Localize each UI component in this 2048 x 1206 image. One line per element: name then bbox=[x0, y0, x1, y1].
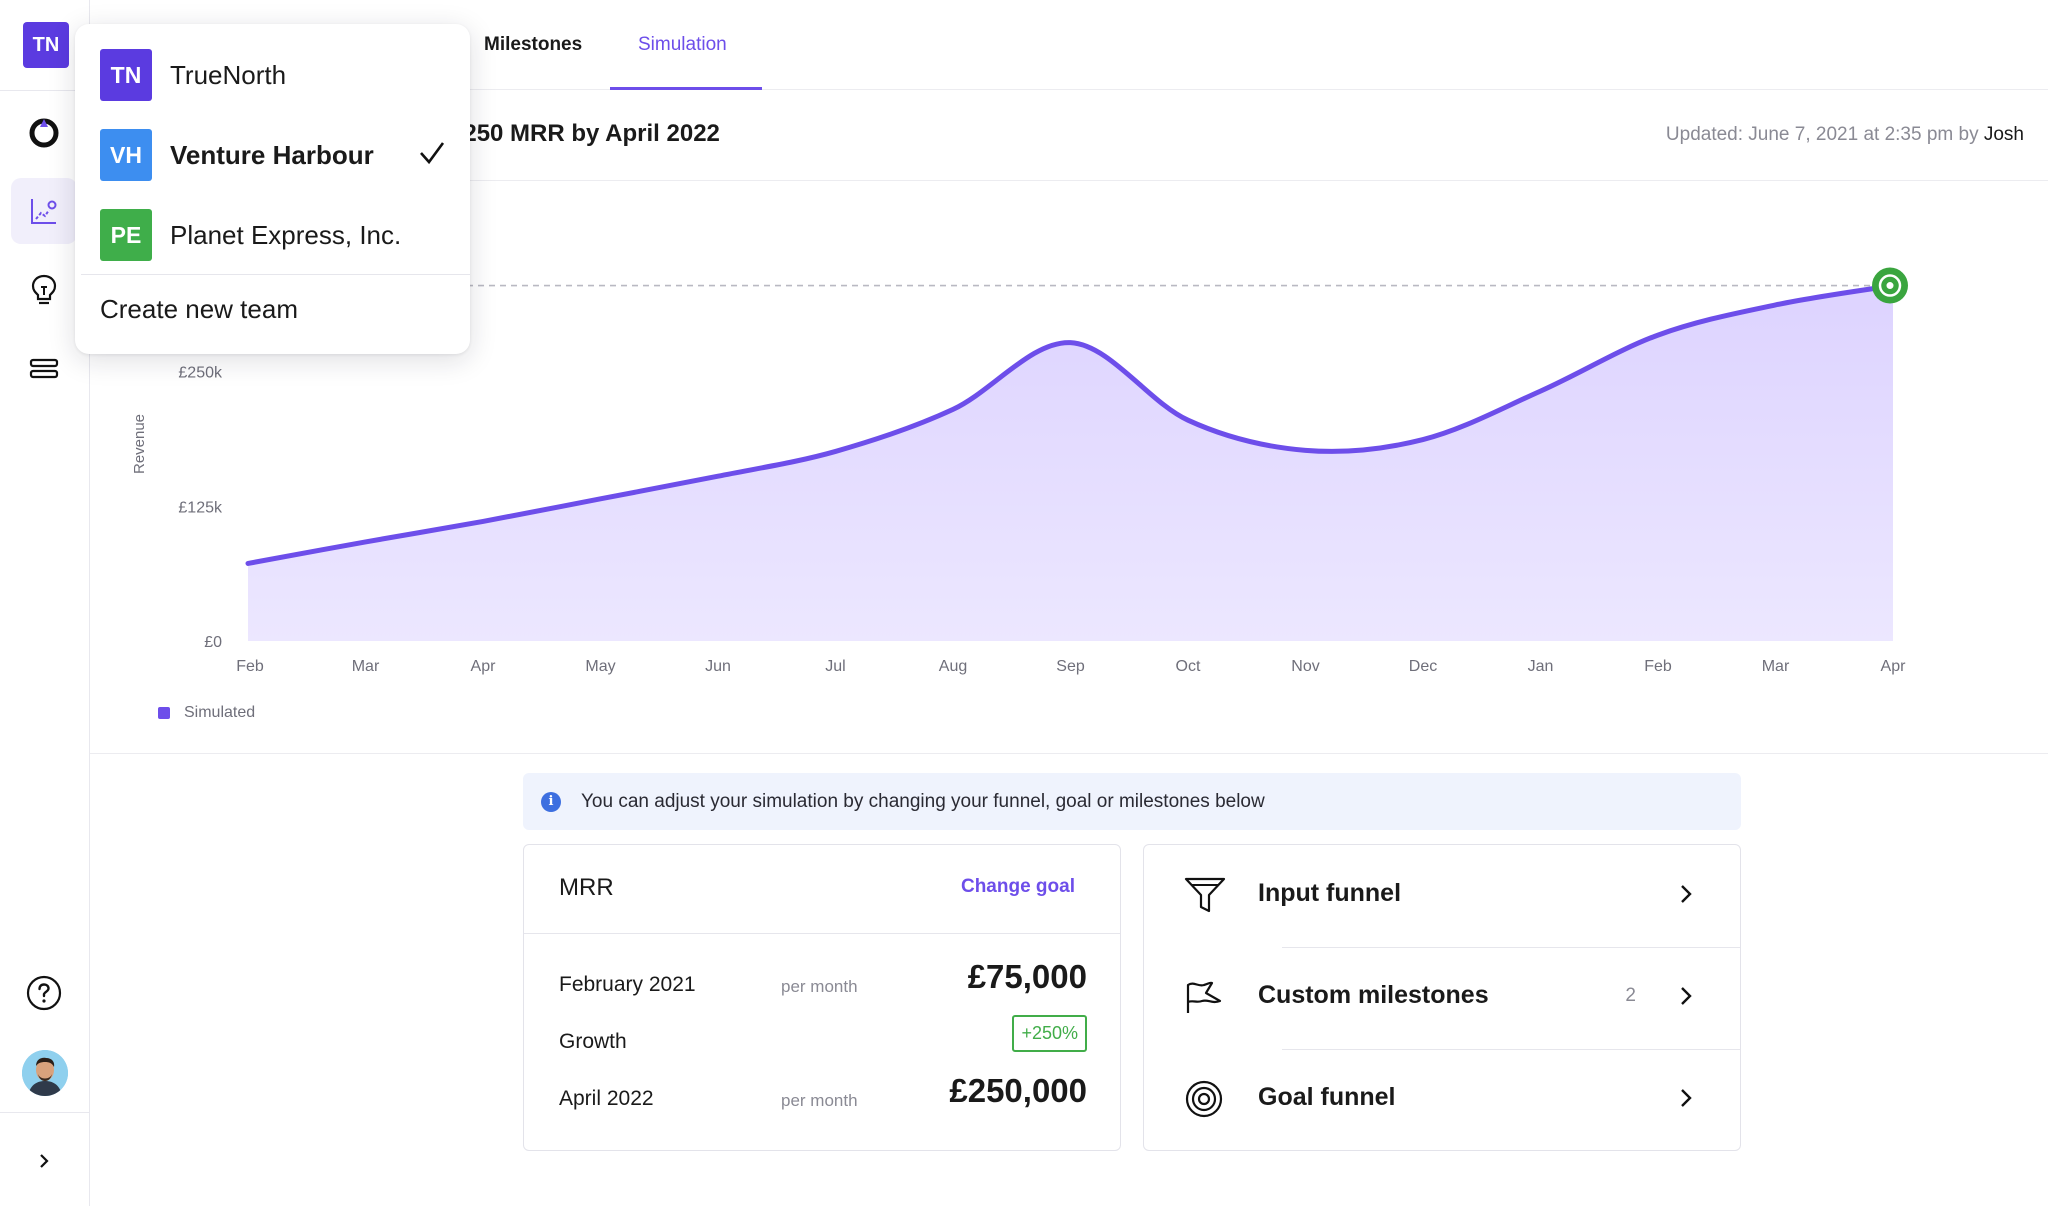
growth-label: Growth bbox=[559, 1030, 627, 1053]
chart-svg: £0 £125k £250k Revenue Feb Mar Apr May Jun Jul Aug… bbox=[131, 267, 1908, 675]
team-badge: VH bbox=[100, 129, 152, 181]
x-tick-label: Jan bbox=[1528, 658, 1554, 675]
chevron-right-icon bbox=[1681, 885, 1692, 903]
help-button[interactable] bbox=[11, 960, 77, 1026]
avatar[interactable] bbox=[22, 1050, 68, 1096]
custom-milestones-label: Custom milestones bbox=[1258, 981, 1489, 1009]
mrr-title: MRR bbox=[559, 874, 614, 901]
x-tick-label: Jun bbox=[705, 658, 731, 675]
x-tick-label: Oct bbox=[1176, 658, 1201, 675]
info-text: You can adjust your simulation by changi… bbox=[581, 790, 1265, 812]
menu-divider bbox=[81, 274, 470, 275]
end-per-label: per month bbox=[781, 1091, 858, 1110]
x-tick-label: May bbox=[585, 658, 615, 675]
growth-badge: +250% bbox=[1012, 1015, 1087, 1052]
y-tick-label: £0 bbox=[204, 634, 222, 651]
team-switcher-badge[interactable]: TN bbox=[23, 22, 69, 68]
x-tick-label: Feb bbox=[236, 658, 264, 675]
y-tick-label: £125k bbox=[178, 499, 223, 516]
x-tick-label: Sep bbox=[1056, 658, 1085, 675]
goal-funnel-row[interactable]: Goal funnel bbox=[1144, 1049, 1740, 1151]
sidebar-divider-bottom bbox=[0, 1112, 90, 1113]
sidebar-expand-button[interactable] bbox=[11, 1128, 77, 1194]
legend-label: Simulated bbox=[184, 704, 256, 721]
goal-ring-icon bbox=[29, 118, 59, 148]
sidebar-divider bbox=[0, 90, 90, 91]
team-name: Venture Harbour bbox=[170, 139, 374, 170]
legend-swatch bbox=[158, 707, 170, 719]
target-icon bbox=[1185, 1080, 1223, 1118]
simulation-chart: £0 £125k £250k Revenue Feb Mar Apr May Jun Jul Aug… bbox=[90, 182, 2048, 754]
funnel-icon bbox=[1184, 877, 1226, 913]
simulation-chart-icon bbox=[31, 199, 57, 224]
x-tick-label: Dec bbox=[1409, 658, 1437, 675]
team-badge: TN bbox=[100, 49, 152, 101]
team-option-planet-express[interactable]: PE Planet Express, Inc. bbox=[100, 209, 401, 261]
end-value: £250,000 bbox=[949, 1072, 1087, 1109]
x-tick-label: Jul bbox=[825, 658, 845, 675]
x-tick-label: Mar bbox=[1762, 658, 1790, 675]
create-team-button[interactable]: Create new team bbox=[100, 294, 298, 324]
tab-milestones[interactable]: Milestones bbox=[484, 34, 583, 55]
x-tick-label: Mar bbox=[352, 658, 380, 675]
y-axis-label: Revenue bbox=[131, 414, 148, 474]
updated-info: Updated: June 7, 2021 at 2:35 pm by Josh bbox=[1666, 124, 2024, 146]
tab-bar: Milestones Simulation bbox=[90, 0, 2048, 90]
input-funnel-row[interactable]: Input funnel bbox=[1144, 845, 1740, 947]
y-tick-label: £250k bbox=[178, 365, 223, 382]
active-tab-indicator bbox=[610, 87, 762, 90]
simulated-line bbox=[245, 283, 1896, 566]
x-tick-label: Aug bbox=[939, 658, 967, 675]
lightbulb-icon bbox=[31, 274, 57, 305]
simulated-area bbox=[248, 285, 1893, 641]
goal-target-dot bbox=[1886, 282, 1894, 290]
start-value: £75,000 bbox=[967, 958, 1087, 995]
custom-milestones-row[interactable]: Custom milestones 2 bbox=[1144, 947, 1740, 1049]
sidebar-item-goals[interactable] bbox=[11, 99, 77, 165]
user-avatar-icon bbox=[22, 1050, 68, 1096]
page-title: £250 MRR by April 2022 bbox=[450, 120, 720, 147]
expand-chevron-icon bbox=[40, 1154, 49, 1168]
updated-by-name[interactable]: Josh bbox=[1983, 124, 2024, 145]
mrr-goal-card: MRR Change goal February 2021 per month … bbox=[523, 844, 1121, 1151]
updated-text: Updated: June 7, 2021 at 2:35 pm by bbox=[1665, 124, 1984, 145]
goal-target-ring bbox=[1878, 274, 1902, 297]
sidebar-item-simulation[interactable] bbox=[11, 178, 77, 244]
goal-funnel-label: Goal funnel bbox=[1258, 1083, 1396, 1111]
goal-header: £250 MRR by April 2022 Updated: June 7, … bbox=[90, 90, 2048, 181]
help-icon bbox=[26, 975, 62, 1011]
x-tick-label: Feb bbox=[1644, 658, 1672, 675]
team-badge: PE bbox=[100, 209, 152, 261]
mrr-card-header: MRR Change goal bbox=[524, 845, 1120, 934]
sidebar-item-ideas[interactable] bbox=[11, 257, 77, 323]
team-option-venture-harbour[interactable]: VH Venture Harbour bbox=[100, 129, 374, 181]
chart-legend: Simulated bbox=[158, 704, 255, 722]
info-banner: i You can adjust your simulation by chan… bbox=[523, 773, 1741, 830]
start-date-label: February 2021 bbox=[559, 973, 696, 996]
team-name: Planet Express, Inc. bbox=[170, 219, 402, 250]
team-name: TrueNorth bbox=[170, 59, 287, 90]
start-per-label: per month bbox=[781, 977, 858, 996]
funnel-links-card: Input funnel Custom milestones 2 Goal fu… bbox=[1143, 844, 1741, 1151]
row-divider bbox=[1282, 947, 1740, 948]
sidebar-item-integrations[interactable] bbox=[11, 336, 77, 402]
x-tick-label: Apr bbox=[471, 658, 497, 675]
input-funnel-label: Input funnel bbox=[1258, 879, 1402, 907]
end-date-label: April 2022 bbox=[559, 1087, 654, 1110]
chevron-right-icon bbox=[1681, 1089, 1692, 1107]
chevron-right-icon bbox=[1681, 987, 1692, 1005]
flag-icon bbox=[1186, 981, 1222, 1013]
tab-simulation[interactable]: Simulation bbox=[638, 34, 727, 55]
milestones-count: 2 bbox=[1625, 985, 1636, 1006]
row-divider bbox=[1282, 1049, 1740, 1050]
change-goal-link[interactable]: Change goal bbox=[960, 876, 1075, 897]
team-switcher-menu: TN TrueNorth VH Venture Harbour PE Plane… bbox=[75, 24, 470, 354]
stack-icon bbox=[29, 358, 59, 379]
info-icon: i bbox=[541, 791, 561, 812]
x-tick-label: Apr bbox=[1881, 658, 1907, 675]
x-tick-label: Nov bbox=[1291, 658, 1319, 675]
team-option-truenorth[interactable]: TN TrueNorth bbox=[100, 49, 286, 101]
checkmark-icon bbox=[420, 142, 445, 165]
